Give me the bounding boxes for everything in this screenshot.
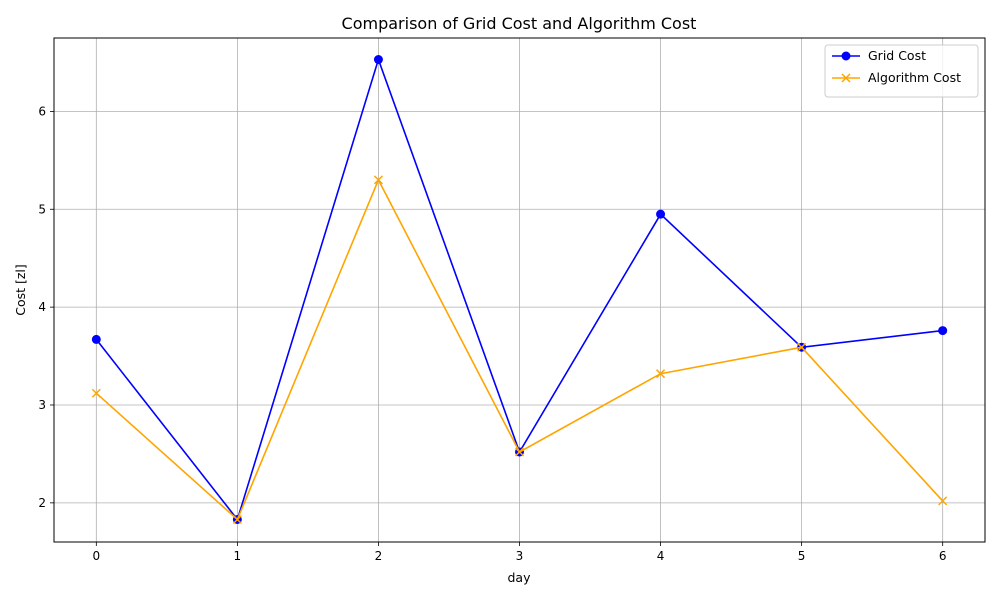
algorithm-cost-point	[656, 369, 666, 379]
series-layer	[91, 55, 948, 525]
grid-cost-point	[938, 326, 948, 336]
algorithm-cost-point	[938, 496, 948, 506]
series-algorithm-cost	[91, 175, 948, 525]
x-tick-label: 3	[516, 549, 524, 563]
y-tick-label: 2	[38, 496, 46, 510]
x-tick-label: 5	[798, 549, 806, 563]
grid-lines	[54, 38, 985, 542]
legend-label: Grid Cost	[868, 48, 926, 63]
y-tick-label: 5	[38, 202, 46, 216]
algorithm-cost-point	[514, 447, 525, 457]
algorithm-cost-point	[797, 342, 807, 352]
x-axis-label: day	[508, 570, 532, 585]
x-tick-label: 0	[92, 549, 100, 563]
grid-cost-point	[373, 55, 383, 65]
x-tick-label: 6	[939, 549, 947, 563]
legend-box	[824, 44, 979, 98]
algorithm-cost-point	[232, 514, 242, 525]
x-tick-label: 4	[657, 549, 665, 563]
legend-label: Algorithm Cost	[868, 70, 961, 85]
legend: Grid Cost Algorithm Cost	[824, 44, 979, 98]
legend-entry-grid-cost: Grid Cost	[832, 48, 926, 63]
legend-entry-algorithm-cost: Algorithm Cost	[832, 70, 961, 85]
legend-swatch-marker	[841, 51, 851, 61]
axis-ticks: 0 1 2 3 4 5 6 2 3 4 5 6	[38, 104, 946, 563]
grid-cost-point	[91, 334, 101, 344]
y-tick-label: 6	[38, 104, 46, 118]
algorithm-cost-point	[373, 175, 383, 185]
x-tick-label: 1	[234, 549, 242, 563]
chart-title: Comparison of Grid Cost and Algorithm Co…	[342, 14, 697, 33]
y-tick-label: 3	[38, 398, 46, 412]
algorithm-cost-point	[91, 388, 101, 398]
y-tick-label: 4	[38, 300, 46, 314]
legend-swatch-marker	[841, 73, 851, 83]
y-axis-label: Cost [zl]	[13, 264, 28, 316]
grid-cost-point	[656, 209, 666, 219]
x-tick-label: 2	[375, 549, 383, 563]
